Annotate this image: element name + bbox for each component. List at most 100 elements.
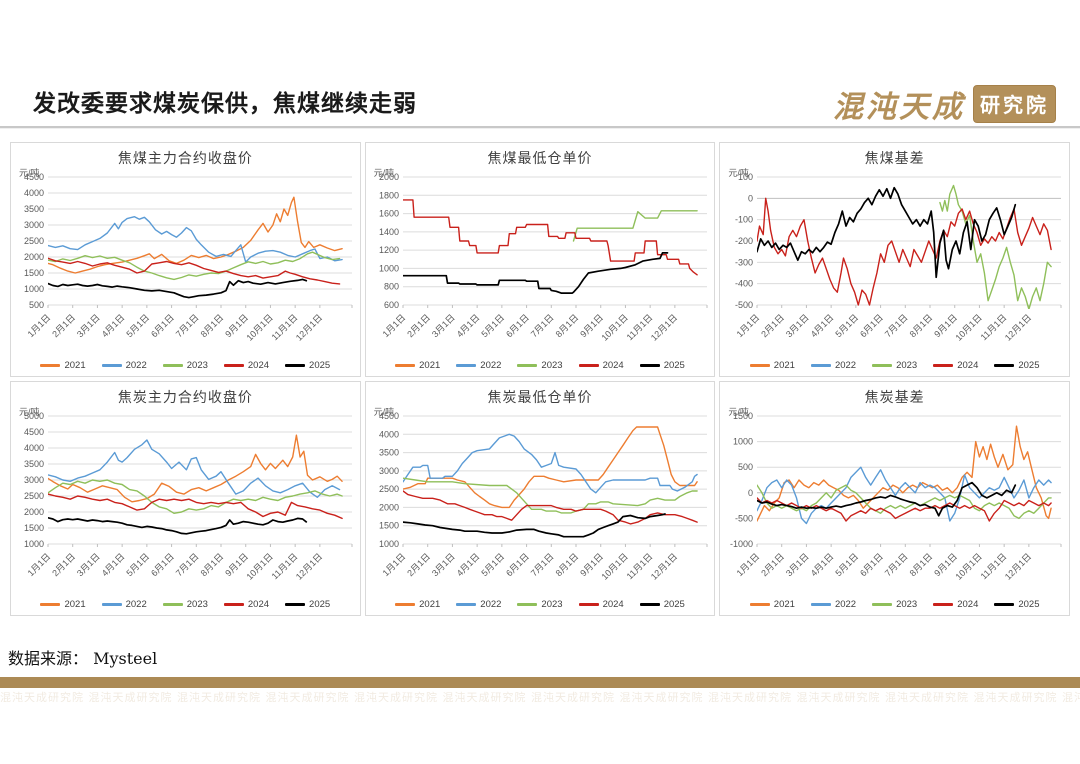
x-axis-label: 1月1日 xyxy=(26,551,53,578)
series-2022-line xyxy=(757,466,1053,525)
series-2023-line xyxy=(939,184,1053,309)
legend-swatch-icon xyxy=(101,364,122,367)
legend-swatch-icon xyxy=(933,364,954,367)
legend-label: 2021 xyxy=(773,599,795,610)
y-axis-label: 2000 xyxy=(379,502,399,512)
series-2022-line xyxy=(48,216,343,263)
legend-label: 2025 xyxy=(309,599,331,610)
x-axis-label: 12月1日 xyxy=(294,551,324,581)
x-axis-label: 7月1日 xyxy=(174,312,201,339)
x-axis-label: 3月1日 xyxy=(75,312,102,339)
legend-label: 2022 xyxy=(834,360,857,371)
legend-label: 2022 xyxy=(480,599,502,610)
chart-legend: 2021 2022 2023 2024 2025 xyxy=(11,599,360,610)
chart-title: 焦炭基差 xyxy=(864,389,925,405)
chart-legend: 2021 2022 2023 2024 2025 xyxy=(720,360,1069,371)
legend-label: 2024 xyxy=(602,360,624,371)
legend-label: 2024 xyxy=(247,599,270,610)
x-axis-label: 4月1日 xyxy=(809,312,836,339)
y-axis-label: 3500 xyxy=(24,459,44,469)
chart-legend: 2021 2022 2023 2024 2025 xyxy=(366,599,715,610)
header-divider xyxy=(0,126,1080,129)
y-axis-label: 600 xyxy=(384,300,399,310)
series-2022-line xyxy=(402,433,698,494)
legend-item: 2021 xyxy=(40,599,86,610)
chart-panel-4: 焦炭主力合约收盘价 元/吨 1000 1500 2000 2500 3000 3500 4000… xyxy=(10,381,361,616)
y-axis-label: 1000 xyxy=(379,263,399,273)
chart-title: 焦炭最低仓单价 xyxy=(487,389,593,405)
legend-item: 2024 xyxy=(578,360,624,371)
chart-panel-1: 焦煤主力合约收盘价 元/吨 500 1000 1500 2000 2500 3000 3500 4… xyxy=(10,142,361,377)
x-axis-label: 1月1日 xyxy=(380,312,407,339)
y-axis-label: 1500 xyxy=(379,521,399,531)
y-axis-label: 3000 xyxy=(24,475,44,485)
legend-item: 2025 xyxy=(285,360,330,371)
legend-label: 2025 xyxy=(309,360,331,371)
legend-item: 2023 xyxy=(872,360,917,371)
legend-label: 2023 xyxy=(186,360,208,371)
legend-item: 2022 xyxy=(456,599,501,610)
legend-label: 2022 xyxy=(125,360,147,371)
y-axis-label: -100 xyxy=(735,215,753,225)
legend-label: 2021 xyxy=(419,599,441,610)
legend-label: 2021 xyxy=(419,360,441,371)
chart-title: 焦炭主力合约收盘价 xyxy=(117,389,253,405)
x-axis-label: 7月1日 xyxy=(528,551,555,578)
y-axis-label: 1400 xyxy=(379,227,399,237)
y-axis-label: 500 xyxy=(29,300,44,310)
series-2021-line xyxy=(48,434,343,503)
legend-item: 2024 xyxy=(933,360,978,371)
y-axis-label: -500 xyxy=(735,300,753,310)
legend-item: 2022 xyxy=(101,599,147,610)
legend-item: 2022 xyxy=(810,360,857,371)
chart-panel-3: 焦煤基差 元/吨 -500 -400 -300 -200 -100 0 100 1月1日 2月1日 3… xyxy=(719,142,1070,377)
y-axis-label: 4500 xyxy=(24,427,44,437)
footer-watermark: 混沌天成研究院 混沌天成研究院 混沌天成研究院 混沌天成研究院 混沌天成研究院 … xyxy=(0,691,1080,702)
x-axis-label: 1月1日 xyxy=(26,312,53,339)
y-axis-label: 1500 xyxy=(24,523,44,533)
legend-item: 2021 xyxy=(749,360,795,371)
y-axis-label: 5000 xyxy=(24,411,44,421)
chart-plot: 500 1000 1500 2000 2500 3000 3500 4000 4500 1月1日2… xyxy=(24,172,353,343)
x-axis-label: 8月1日 xyxy=(908,312,935,339)
footer-accent-bar xyxy=(0,677,1080,688)
x-axis-label: 3月1日 xyxy=(430,312,457,339)
chart-title: 焦煤最低仓单价 xyxy=(487,150,593,166)
x-axis-label: 10月1日 xyxy=(244,312,274,342)
x-axis-label: 8月1日 xyxy=(553,312,580,339)
x-axis-label: 8月1日 xyxy=(199,312,226,339)
legend-label: 2025 xyxy=(1018,599,1040,610)
chart-plot: 1000 1500 2000 2500 3000 3500 4000 4500 5000 1月1日… xyxy=(24,411,353,582)
legend-swatch-icon xyxy=(933,603,954,606)
legend-item: 2023 xyxy=(517,360,563,371)
x-axis-label: 6月1日 xyxy=(858,551,885,578)
brand-logo-script-text: 混沌天成 xyxy=(833,90,965,125)
legend-item: 2025 xyxy=(994,360,1040,371)
legend-swatch-icon xyxy=(578,603,599,606)
legend-swatch-icon xyxy=(639,364,660,367)
y-axis-label: 4000 xyxy=(24,188,44,198)
series-2021-line xyxy=(48,196,343,274)
x-axis-label: 2月1日 xyxy=(50,312,77,339)
legend-swatch-icon xyxy=(749,603,770,606)
y-axis-label: 1600 xyxy=(379,209,399,219)
legend-label: 2024 xyxy=(602,599,624,610)
x-axis-label: 10月1日 xyxy=(599,312,629,342)
y-axis-label: 2500 xyxy=(24,236,44,246)
y-axis-label: 1800 xyxy=(379,190,399,200)
y-axis-label: 1000 xyxy=(24,284,44,294)
legend-item: 2024 xyxy=(223,599,270,610)
legend-item: 2021 xyxy=(395,599,440,610)
x-axis-label: 2月1日 xyxy=(405,551,432,578)
legend-swatch-icon xyxy=(223,364,244,367)
y-axis-label: 500 xyxy=(738,462,753,472)
legend-swatch-icon xyxy=(285,603,306,606)
y-axis-unit-label: 元/吨 xyxy=(19,168,40,178)
x-axis-label: 3月1日 xyxy=(430,551,457,578)
chart-plot: 1000 1500 2000 2500 3000 3500 4000 4500 1月1日2月1日… xyxy=(379,411,708,582)
series-2025-line xyxy=(402,252,669,294)
series-2023-line xyxy=(48,251,341,281)
legend-swatch-icon xyxy=(395,364,416,367)
legend-item: 2025 xyxy=(639,360,685,371)
